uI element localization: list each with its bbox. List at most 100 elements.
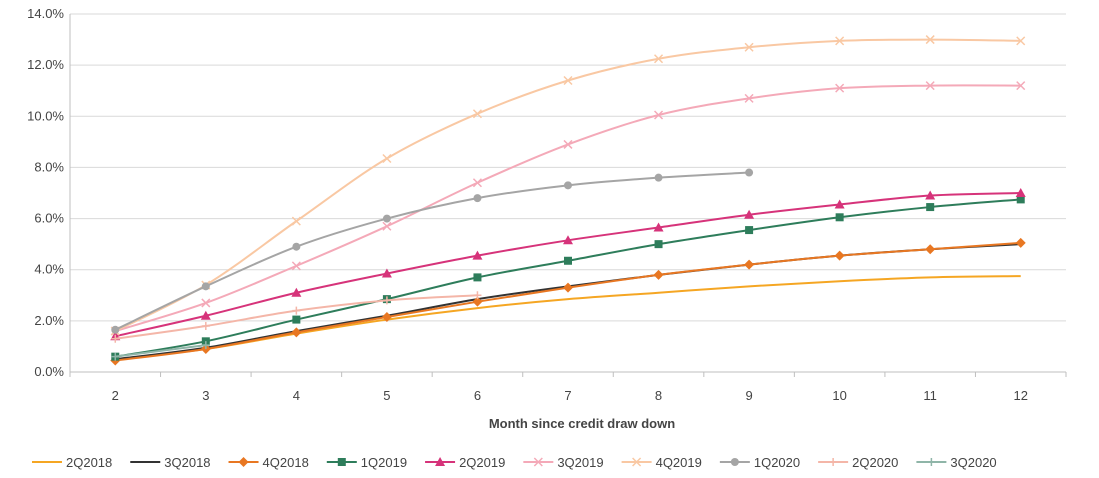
data-point <box>563 75 573 86</box>
x-tick-label: 9 <box>745 388 752 403</box>
legend-label: 3Q2019 <box>557 455 603 470</box>
data-point <box>744 93 754 103</box>
x-tick-label: 3 <box>202 388 209 403</box>
data-point <box>291 287 302 297</box>
series-group <box>110 35 1026 366</box>
data-point <box>564 256 572 265</box>
legend-swatch-marker <box>533 457 543 467</box>
legend-swatch-marker <box>730 458 739 466</box>
y-tick-label: 8.0% <box>34 159 64 174</box>
data-point <box>472 109 482 119</box>
data-point <box>111 325 120 334</box>
series-line <box>115 344 206 358</box>
y-tick-label: 12.0% <box>27 57 64 72</box>
x-tick-label: 5 <box>383 388 390 403</box>
series-line <box>114 171 750 331</box>
data-point <box>745 168 754 177</box>
series-2q2020 <box>111 291 482 343</box>
legend-swatch-marker <box>435 457 446 466</box>
series-3q2019 <box>110 81 1026 336</box>
x-tick-label: 11 <box>923 388 937 403</box>
y-tick-label: 10.0% <box>27 108 64 123</box>
data-point <box>381 268 392 278</box>
series-line <box>114 84 1021 333</box>
y-tick-label: 4.0% <box>34 262 64 277</box>
data-point <box>563 282 573 293</box>
legend-label: 4Q2019 <box>656 455 702 470</box>
data-point <box>200 310 211 320</box>
y-tick-label: 6.0% <box>34 211 64 226</box>
y-tick-label: 2.0% <box>34 313 64 328</box>
x-tick-label: 12 <box>1013 388 1027 403</box>
x-axis-label: Month since credit draw down <box>489 416 675 431</box>
legend-label: 2Q2020 <box>852 455 898 470</box>
data-point <box>925 81 935 91</box>
data-point <box>926 203 935 212</box>
axes <box>69 14 1067 377</box>
legend-label: 2Q2019 <box>459 455 505 470</box>
x-tick-label: 10 <box>832 388 846 403</box>
legend: 2Q2018 3Q2018 4Q2018 1Q2019 2Q2019 3Q2019 4Q20… <box>32 455 997 470</box>
legend-label: 2Q2018 <box>66 455 112 470</box>
y-axis-ticks: 0.0% 2.0% 4.0% 6.0% 8.0% 10.0% 12.0% 14.0% <box>27 6 64 379</box>
legend-label: 1Q2020 <box>754 455 800 470</box>
data-point <box>472 250 483 260</box>
legend-swatch-marker <box>238 457 249 467</box>
legend-item: 3Q2018 <box>130 455 211 470</box>
legend-item: 3Q2020 <box>916 455 997 470</box>
data-point <box>1015 237 1026 248</box>
data-point <box>1016 81 1026 91</box>
data-point <box>201 298 211 308</box>
legend-item: 4Q2018 <box>228 455 309 470</box>
data-point <box>835 213 844 222</box>
data-point <box>291 327 302 338</box>
data-point <box>1016 36 1026 46</box>
x-tick-label: 6 <box>474 388 481 403</box>
legend-label: 3Q2020 <box>950 455 996 470</box>
data-point <box>111 334 120 343</box>
data-point <box>473 273 482 282</box>
data-point <box>201 282 210 291</box>
series-4q2019 <box>110 35 1026 336</box>
data-point <box>564 181 572 190</box>
data-point <box>653 269 664 280</box>
data-point <box>473 291 482 300</box>
data-point <box>382 296 391 305</box>
y-tick-label: 0.0% <box>34 364 64 379</box>
data-point <box>382 214 391 223</box>
legend-swatch-marker <box>927 458 936 466</box>
legend-item: 2Q2020 <box>818 455 898 470</box>
data-point <box>563 139 573 149</box>
legend-item: 1Q2019 <box>326 455 407 470</box>
data-point <box>835 36 845 46</box>
data-point <box>473 194 482 203</box>
series-line <box>115 198 1021 358</box>
data-point <box>654 173 663 182</box>
data-point <box>291 216 301 226</box>
data-point <box>382 221 392 231</box>
data-point <box>835 83 845 93</box>
x-tick-label: 8 <box>655 388 662 403</box>
data-point <box>201 321 210 330</box>
data-point <box>654 240 663 249</box>
legend-item: 2Q2019 <box>425 455 505 470</box>
grid-lines <box>70 13 1066 322</box>
data-point <box>925 35 935 45</box>
series-1q2020 <box>111 168 754 334</box>
data-point <box>925 190 936 200</box>
x-tick-label: 4 <box>293 388 300 403</box>
data-point <box>1015 188 1026 197</box>
legend-swatch-marker <box>632 457 642 467</box>
legend-item: 4Q2019 <box>621 455 702 470</box>
series-line <box>114 38 1021 332</box>
legend-item: 3Q2019 <box>523 455 604 470</box>
data-point <box>291 261 301 271</box>
data-point <box>654 110 664 120</box>
data-point <box>472 296 483 307</box>
data-point <box>654 54 664 64</box>
x-tick-label: 2 <box>112 388 119 403</box>
data-point <box>111 352 120 361</box>
data-point <box>1016 195 1025 204</box>
